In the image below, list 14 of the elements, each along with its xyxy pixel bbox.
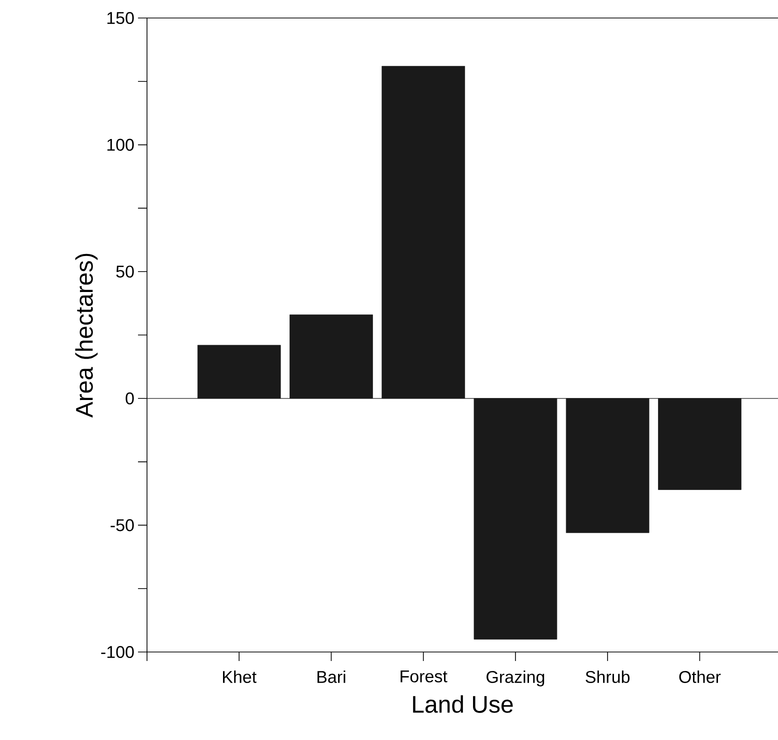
y-tick-label: -100 — [101, 646, 134, 658]
y-tick-label: 100 — [107, 138, 134, 151]
x-tick-label: Forest — [400, 670, 448, 682]
x-tick-label: Khet — [223, 670, 256, 684]
x-tick-label: Shrub — [586, 670, 630, 684]
y-tick-label: -50 — [110, 519, 134, 532]
x-axis-title: Land Use — [413, 695, 513, 713]
y-tick-label: 50 — [116, 266, 134, 278]
x-tick-label: Grazing — [486, 670, 544, 686]
y-tick-label: 150 — [107, 12, 134, 24]
y-tick-label: 0 — [126, 392, 134, 404]
x-tick-label: Other — [679, 670, 721, 684]
x-tick-label: Bari — [318, 670, 346, 684]
y-axis-title: Area (hectares) — [75, 254, 98, 418]
